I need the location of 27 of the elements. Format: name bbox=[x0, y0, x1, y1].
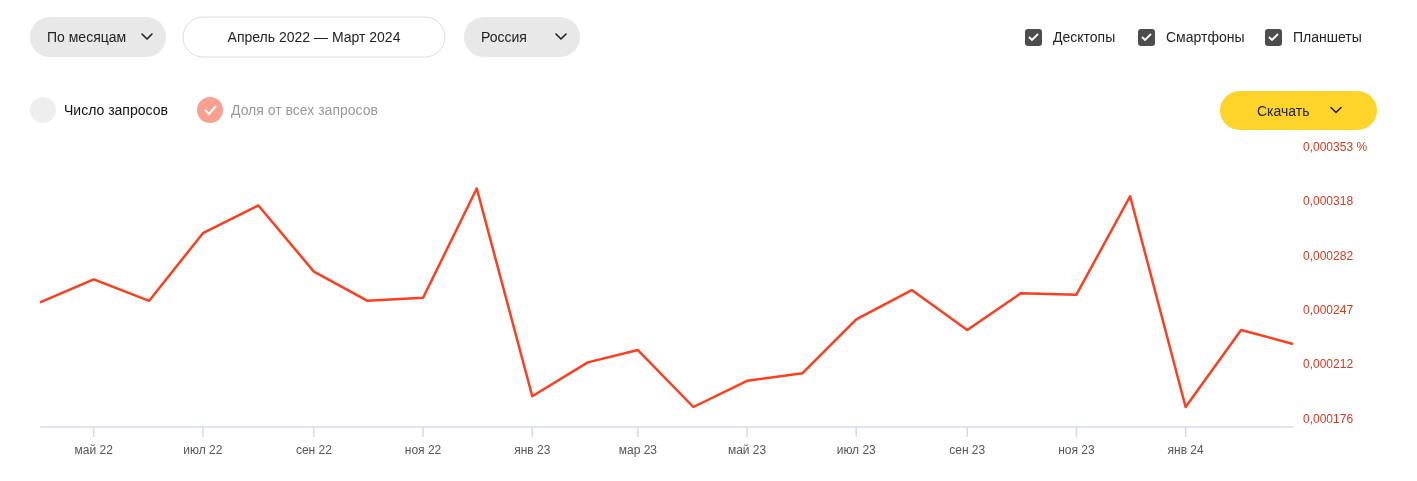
x-tick-label: май 23 bbox=[727, 443, 767, 457]
x-tick-label: июл 23 bbox=[836, 443, 877, 457]
x-tick-label: янв 24 bbox=[1167, 443, 1205, 457]
x-tick-label: ноя 23 bbox=[1058, 443, 1095, 457]
text: Планшеты bbox=[1293, 29, 1362, 45]
x-tick-label: сен 23 bbox=[949, 443, 986, 457]
text: По месяцам bbox=[47, 29, 127, 45]
line-series bbox=[38, 187, 1295, 409]
y-tick-label: 0,000318 bbox=[1303, 193, 1354, 208]
x-tick-label: сен 22 bbox=[295, 443, 333, 457]
x-tick-label: мар 23 bbox=[618, 443, 658, 457]
text: Число запросов bbox=[64, 102, 168, 118]
text: Россия bbox=[481, 29, 527, 45]
y-tick-label: 0,000282 bbox=[1303, 249, 1354, 264]
text: Апрель 2022 — Март 2024 bbox=[227, 29, 401, 45]
x-tick-label: июл 22 bbox=[183, 443, 223, 457]
x-tick-label: ноя 22 bbox=[404, 443, 442, 457]
y-tick-label: 0,000212 bbox=[1303, 356, 1354, 371]
text: Смартфоны bbox=[1166, 29, 1245, 45]
y-tick-label: 0,000353 % bbox=[1303, 140, 1368, 154]
text: Доля от всех запросов bbox=[231, 102, 378, 118]
y-tick-label: 0,000176 bbox=[1303, 412, 1354, 427]
x-tick-label: май 22 bbox=[74, 443, 114, 457]
x-tick-label: янв 23 bbox=[514, 443, 551, 457]
text: Скачать bbox=[1257, 102, 1310, 119]
text: Десктопы bbox=[1053, 29, 1116, 45]
y-tick-label: 0,000247 bbox=[1303, 303, 1354, 318]
